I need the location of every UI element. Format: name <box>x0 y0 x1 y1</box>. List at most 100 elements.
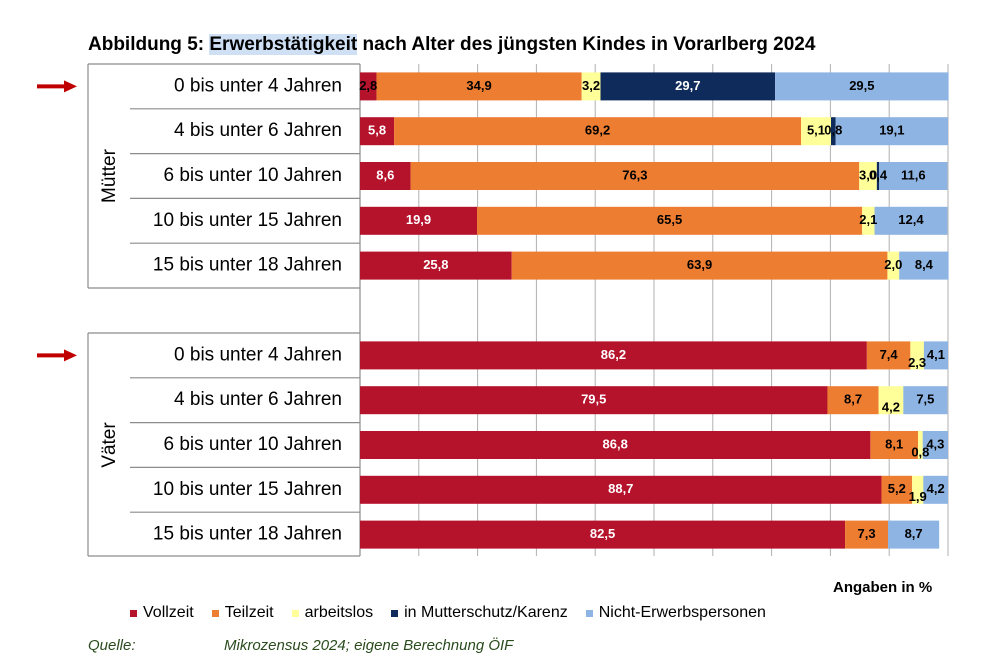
value-label: 1,9 <box>909 489 927 504</box>
bar-segment-teilzeit <box>410 162 860 190</box>
value-label: 88,7 <box>608 481 633 496</box>
highlight-arrow-icon <box>64 80 77 93</box>
value-label: 4,1 <box>927 347 945 362</box>
bar-segment-arbeitslos <box>581 72 601 101</box>
bar-segment-vollzeit <box>360 431 871 459</box>
value-label: 8,6 <box>376 167 394 182</box>
category-label: 10 bis unter 15 Jahren <box>153 479 342 500</box>
bar-segment-nicht-erwerbspersonen <box>923 475 948 504</box>
legend-swatch-nicht-erwerbspersonen <box>585 609 593 617</box>
value-label: 76,3 <box>622 167 647 182</box>
value-label: 2,1 <box>859 212 877 227</box>
highlight-arrow-icon <box>64 349 77 362</box>
bar-segment-arbeitslos <box>918 431 923 459</box>
bar-segment-arbeitslos <box>912 475 924 504</box>
bar-segment-nicht-erwerbspersonen <box>775 72 949 101</box>
bar-segment-arbeitslos <box>801 117 831 146</box>
value-label: 19,1 <box>879 123 904 138</box>
value-label: 82,5 <box>590 526 615 541</box>
chart-title: Abbildung 5: Erwerbstätigkeit nach Alter… <box>88 34 815 56</box>
legend-swatch-karenz <box>391 609 399 617</box>
bar-segment-teilzeit <box>845 520 889 549</box>
source-note: Quelle: Mikrozensus 2024; eigene Berechnu… <box>88 637 513 654</box>
category-label: 0 bis unter 4 Jahren <box>174 344 342 365</box>
bar-segment-vollzeit <box>360 162 411 190</box>
bar-segment-teilzeit <box>870 431 919 459</box>
bar-segment-vollzeit <box>360 117 395 146</box>
legend: Vollzeit Teilzeit arbeitslos in Muttersc… <box>130 604 784 622</box>
value-label: 5,1 <box>807 123 825 138</box>
value-label: 4,2 <box>927 481 945 496</box>
bar-segment-vollzeit <box>360 251 512 280</box>
bar-segment-teilzeit <box>394 117 801 146</box>
category-label: 6 bis unter 10 Jahren <box>163 165 342 186</box>
value-label: 29,7 <box>675 78 700 93</box>
legend-label-arbeitslos: arbeitslos <box>304 604 374 621</box>
value-label: 7,3 <box>858 526 876 541</box>
bar-segment-in-mutterschutz-karenz <box>600 72 776 101</box>
bar-segment-nicht-erwerbspersonen <box>903 386 948 415</box>
bar-segment-vollzeit <box>360 386 828 415</box>
value-label: 3,0 <box>859 167 877 182</box>
legend-label-nicht-erwerbspersonen: Nicht-Erwerbspersonen <box>598 604 766 621</box>
value-label: 79,5 <box>581 392 606 407</box>
bar-segment-teilzeit <box>477 206 863 235</box>
value-label: 2,3 <box>908 355 926 370</box>
bar-segment-teilzeit <box>866 341 911 370</box>
legend-item: Nicht-Erwerbspersonen <box>585 604 766 622</box>
value-label: 0,4 <box>869 167 888 182</box>
value-label: 86,2 <box>601 347 626 362</box>
bar-segment-arbeitslos <box>878 386 904 415</box>
bar-segment-vollzeit <box>360 341 867 370</box>
bar-segment-vollzeit <box>360 72 377 101</box>
value-label: 19,9 <box>406 212 431 227</box>
bar-segment-vollzeit <box>360 475 882 504</box>
value-label: 4,3 <box>926 436 944 451</box>
value-label: 8,7 <box>844 392 862 407</box>
legend-label-vollzeit: Vollzeit <box>143 604 194 621</box>
bar-segment-vollzeit <box>360 520 846 549</box>
source-label: Quelle: <box>88 637 136 654</box>
bar-segment-nicht-erwerbspersonen <box>899 251 949 280</box>
value-label: 2,0 <box>884 257 902 272</box>
category-label: 4 bis unter 6 Jahren <box>174 120 342 141</box>
source-value: Mikrozensus 2024; eigene Berechnung ÖIF <box>224 637 514 654</box>
legend-swatch-teilzeit <box>211 609 219 617</box>
legend-label-karenz: in Mutterschutz/Karenz <box>404 604 568 621</box>
value-label: 7,4 <box>880 347 899 362</box>
units-label: Angaben in % <box>833 579 933 596</box>
value-label: 4,2 <box>882 400 900 415</box>
bar-segment-arbeitslos <box>910 341 924 370</box>
value-label: 2,8 <box>359 78 377 93</box>
value-label: 11,6 <box>901 167 926 182</box>
value-label: 12,4 <box>898 212 924 227</box>
value-label: 3,2 <box>582 78 600 93</box>
bar-segment-nicht-erwerbspersonen <box>922 431 948 459</box>
bar-segment-teilzeit <box>881 475 913 504</box>
value-label: 0,8 <box>911 444 929 459</box>
bar-segment-nicht-erwerbspersonen <box>835 117 948 146</box>
value-label: 8,4 <box>915 257 934 272</box>
category-label: 10 bis unter 15 Jahren <box>153 210 342 231</box>
value-label: 29,5 <box>849 78 874 93</box>
value-label: 63,9 <box>687 257 712 272</box>
category-label: 0 bis unter 4 Jahren <box>174 75 342 96</box>
bar-segment-nicht-erwerbspersonen <box>923 341 948 370</box>
group-label-vaeter: Väter <box>99 422 120 468</box>
group-label-muetter: Mütter <box>99 148 120 203</box>
legend-item: arbeitslos <box>291 604 374 622</box>
legend-swatch-vollzeit <box>130 609 137 617</box>
bar-segment-in-mutterschutz-karenz <box>876 162 880 190</box>
value-label: 5,8 <box>368 123 386 138</box>
bar-segment-in-mutterschutz-karenz <box>830 117 836 146</box>
category-label: 6 bis unter 10 Jahren <box>163 434 342 455</box>
value-label: 86,8 <box>603 436 628 451</box>
value-label: 8,1 <box>885 436 903 451</box>
value-label: 25,8 <box>423 257 448 272</box>
bar-segment-teilzeit <box>827 386 879 415</box>
value-label: 8,7 <box>905 526 923 541</box>
category-label: 15 bis unter 18 Jahren <box>153 524 342 545</box>
bar-segment-nicht-erwerbspersonen <box>874 206 948 235</box>
title-highlight: Erwerbstätigkeit <box>209 34 358 55</box>
